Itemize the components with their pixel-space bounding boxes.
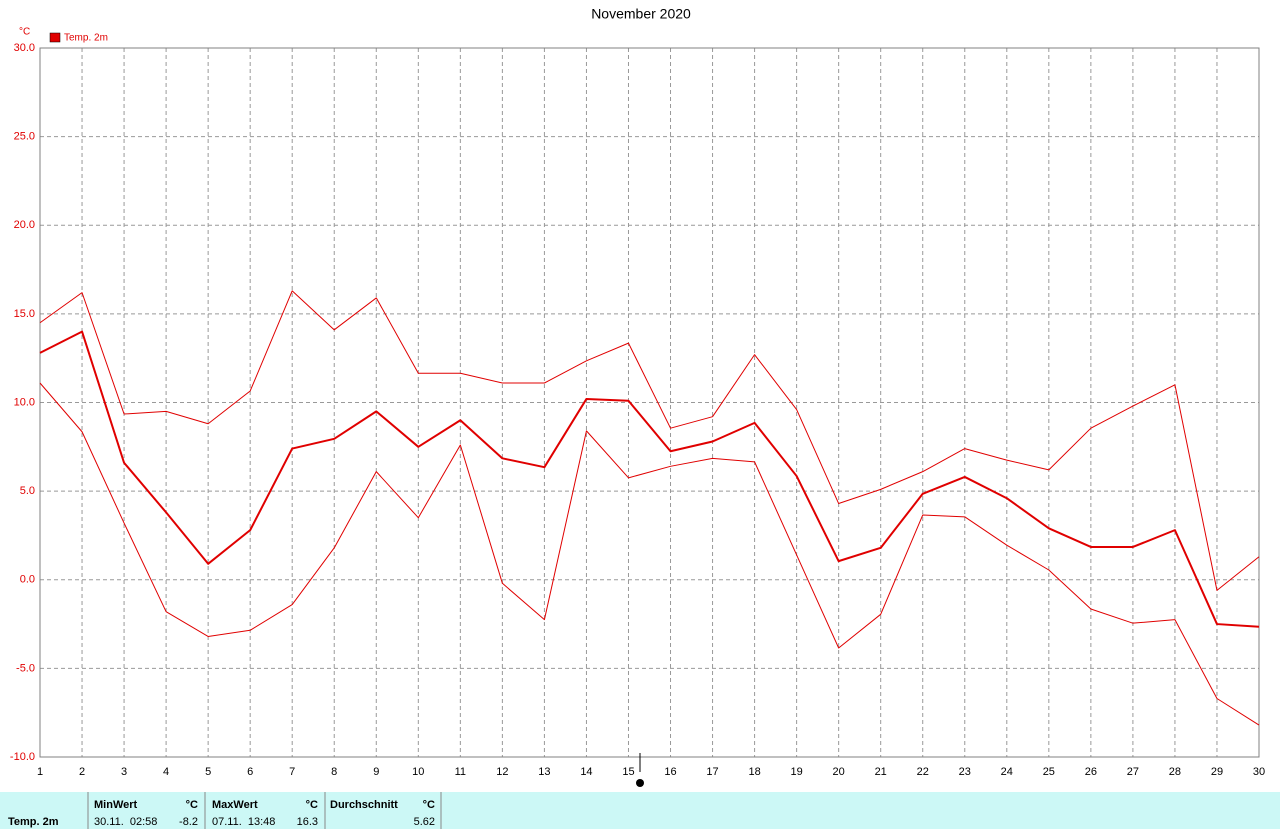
y-tick-label: 0.0 <box>20 574 35 586</box>
x-tick-label: 4 <box>163 766 169 778</box>
y-tick-label: 5.0 <box>20 485 35 497</box>
x-tick-label: 28 <box>1169 766 1181 778</box>
series-line <box>39 330 1260 628</box>
max-unit: °C <box>306 799 318 811</box>
series-line <box>39 290 1260 591</box>
x-tick-label: 20 <box>833 766 845 778</box>
x-tick-label: 18 <box>748 766 760 778</box>
legend-label: Temp. 2m <box>64 33 108 44</box>
x-tick-label: 15 <box>622 766 634 778</box>
x-tick-label: 27 <box>1127 766 1139 778</box>
x-tick-label: 6 <box>247 766 253 778</box>
x-tick-label: 17 <box>706 766 718 778</box>
x-tick-label: 23 <box>959 766 971 778</box>
x-tick-label: 16 <box>664 766 676 778</box>
legend-swatch <box>49 32 61 43</box>
max-value: 16.3 <box>297 816 318 828</box>
y-tick-label: -5.0 <box>16 662 35 674</box>
max-time: 07.11. 13:48 <box>212 816 275 828</box>
x-tick-label: 21 <box>875 766 887 778</box>
footer-row-label: Temp. 2m <box>8 816 59 828</box>
x-tick-label: 25 <box>1043 766 1055 778</box>
x-tick-label: 26 <box>1085 766 1097 778</box>
x-tick-label: 7 <box>289 766 295 778</box>
min-unit: °C <box>186 799 198 811</box>
y-tick-label: 10.0 <box>14 396 35 408</box>
avg-unit: °C <box>423 799 435 811</box>
x-tick-label: 2 <box>79 766 85 778</box>
grid <box>39 47 1260 758</box>
max-header: MaxWert <box>212 799 258 811</box>
x-tick-label: 10 <box>412 766 424 778</box>
x-tick-label: 22 <box>917 766 929 778</box>
min-header: MinWert <box>94 799 138 811</box>
ticks: -10.0-5.00.05.010.015.020.025.030.01 2 3 4 5… <box>10 42 1265 778</box>
x-tick-label: 30 <box>1253 766 1265 778</box>
y-tick-label: 30.0 <box>14 42 35 54</box>
lines <box>39 290 1260 726</box>
avg-value: 5.62 <box>414 816 435 828</box>
x-tick-label: 9 <box>373 766 379 778</box>
y-tick-label: 20.0 <box>14 219 35 231</box>
x-tick-label: 11 <box>455 766 466 778</box>
x-tick-label: 19 <box>790 766 802 778</box>
x-tick-label: 5 <box>205 766 211 778</box>
x-tick-label: 29 <box>1211 766 1223 778</box>
min-value: -8.2 <box>179 816 198 828</box>
y-tick-label: 25.0 <box>14 131 35 143</box>
y-tick-label: -10.0 <box>10 751 35 763</box>
footer-bg <box>0 792 1280 829</box>
x-tick-label: 8 <box>331 766 337 778</box>
x-tick-label: 3 <box>121 766 127 778</box>
chart-title: November 2020 <box>591 6 691 22</box>
y-unit: °C <box>19 27 30 38</box>
x-tick-label: 12 <box>496 766 508 778</box>
min-time: 30.11. 02:58 <box>94 816 157 828</box>
cursor-dot <box>636 779 644 787</box>
avg-header: Durchschnitt <box>330 799 398 811</box>
series-line <box>39 382 1260 726</box>
x-tick-label: 24 <box>1001 766 1013 778</box>
background <box>0 0 1280 790</box>
x-tick-label: 13 <box>538 766 550 778</box>
plot-frame <box>39 47 1260 758</box>
x-tick-label: 14 <box>580 766 592 778</box>
x-tick-label: 1 <box>37 766 43 778</box>
y-tick-label: 15.0 <box>14 308 35 320</box>
